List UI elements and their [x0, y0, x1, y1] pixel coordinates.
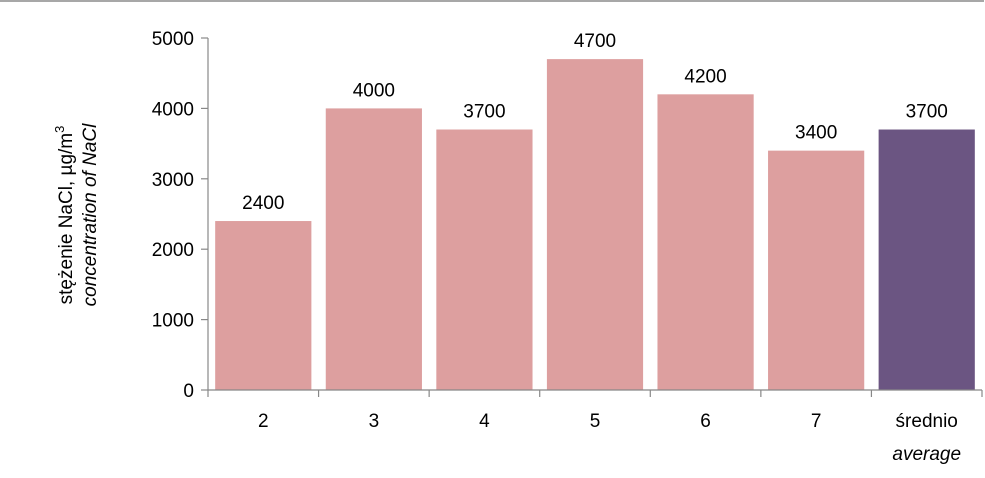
- x-tick-label: 4: [479, 411, 490, 432]
- y-axis-title-secondary: concentration of NaCl: [80, 123, 101, 306]
- bar: [436, 129, 533, 390]
- x-tick-label: 5: [590, 411, 601, 432]
- x-axis-ticks: 2 3 4 5 6 7 średnio average: [207, 390, 983, 465]
- data-label: 2400: [242, 193, 284, 214]
- data-label: 4200: [684, 66, 726, 87]
- bar: [215, 221, 312, 390]
- data-label: 4000: [353, 80, 395, 101]
- y-tick-label: 1000: [152, 311, 194, 332]
- data-label: 3700: [906, 102, 948, 123]
- y-tick-label: 4000: [152, 99, 194, 120]
- bar: [768, 150, 865, 390]
- y-tick-label: 0: [183, 381, 194, 402]
- x-tick-label: 3: [369, 411, 380, 432]
- x-tick-label: średnio: [896, 411, 958, 432]
- y-tick-label: 2000: [152, 240, 194, 261]
- bar: [878, 129, 975, 390]
- x-tick-label: 7: [811, 411, 822, 432]
- data-labels: 2400 4000 3700 4700 4200 3400 3700: [242, 31, 948, 214]
- y-tick-label: 5000: [152, 29, 194, 50]
- y-axis-title: stężenie NaCl, µg/m3: [52, 126, 77, 305]
- data-label: 3400: [795, 123, 837, 144]
- x-tick-sublabel: average: [892, 444, 961, 465]
- data-label: 3700: [463, 102, 505, 123]
- y-tick-label: 3000: [152, 170, 194, 191]
- x-tick-label: 6: [700, 411, 711, 432]
- bars: [215, 59, 975, 391]
- bar: [325, 108, 422, 391]
- y-axis-label: stężenie NaCl, µg/m3 concentration of Na…: [52, 123, 101, 306]
- bar: [657, 94, 754, 390]
- x-tick-label: 2: [258, 411, 269, 432]
- y-axis-ticks: 0 1000 2000 3000 4000 5000: [152, 29, 208, 402]
- data-label: 4700: [574, 31, 616, 52]
- bar: [546, 59, 644, 391]
